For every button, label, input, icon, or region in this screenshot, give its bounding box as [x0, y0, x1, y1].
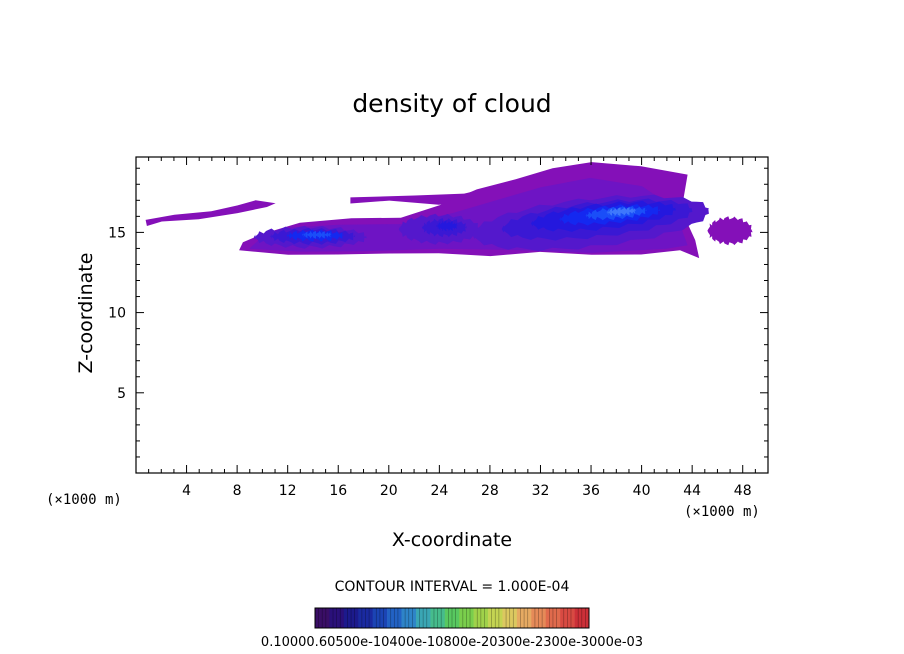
x-tick-label: 8 [233, 483, 242, 499]
x-tick-label: 44 [683, 483, 701, 499]
cloud-right-blob [707, 216, 753, 246]
y-axis-label: Z-coordinate [75, 253, 97, 374]
x-tick-label: 28 [481, 483, 499, 499]
x-tick-label: 24 [430, 483, 448, 499]
x-unit-right: (×1000 m) [684, 504, 760, 520]
colorbar-swatch [531, 608, 547, 628]
colorbar-swatch [560, 608, 575, 628]
x-tick-label: 36 [582, 483, 600, 499]
cloud-left-core-6 [302, 230, 332, 239]
colorbar-labels: 0.10000.60500e-10400e-10800e-20300e-2300… [261, 635, 643, 650]
cloud-main-core-8 [606, 206, 636, 217]
y-tick-label: 10 [108, 306, 126, 322]
colorbar-swatch [415, 608, 431, 628]
x-tick-label: 4 [182, 483, 191, 499]
cloud-mid-core-5 [436, 220, 458, 232]
colorbar-swatch [545, 608, 561, 628]
x-tick-label: 32 [532, 483, 550, 499]
colorbar-swatch [372, 608, 388, 628]
colorbar-swatch [315, 608, 330, 628]
x-unit-left: (×1000 m) [46, 492, 122, 508]
colorbar-swatch [387, 608, 402, 628]
axis-ticks [136, 157, 768, 473]
cloud-density-field [145, 162, 753, 259]
colorbar-swatch [473, 608, 489, 628]
x-axis-label: X-coordinate [392, 529, 512, 551]
colorbar-frame [314, 607, 590, 629]
colorbar [314, 607, 590, 629]
colorbar-swatch [358, 608, 373, 628]
colorbar-swatch [343, 608, 359, 628]
y-tick-label: 15 [108, 225, 126, 241]
colorbar-swatch [329, 608, 345, 628]
cloud-left-thin-band [145, 200, 276, 226]
x-tick-label: 48 [734, 483, 752, 499]
x-tick-label: 40 [633, 483, 651, 499]
contour-interval-label: CONTOUR INTERVAL = 1.000E-04 [335, 579, 570, 595]
colorbar-swatch [574, 608, 590, 628]
colorbar-swatch [430, 608, 446, 628]
colorbar-swatch [459, 608, 474, 628]
chart-title: density of cloud [352, 89, 551, 118]
colorbar-swatch [488, 608, 503, 628]
colorbar-swatch [502, 608, 518, 628]
y-tick-label: 5 [117, 386, 126, 402]
colorbar-swatch [516, 608, 532, 628]
colorbar-swatch [401, 608, 417, 628]
x-tick-label: 16 [329, 483, 347, 499]
colorbar-swatch [444, 608, 460, 628]
x-tick-label: 20 [380, 483, 398, 499]
x-tick-label: 12 [279, 483, 297, 499]
